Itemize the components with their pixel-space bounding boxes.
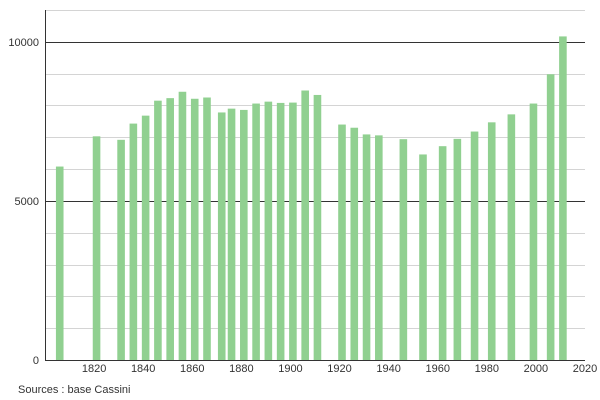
bar-1999 (529, 103, 538, 361)
y-tick-label-5000: 5000 (15, 196, 39, 208)
x-tick-label-2020: 2020 (573, 363, 597, 375)
bar-1856 (178, 91, 187, 361)
bar-1851 (166, 98, 174, 360)
bar-1936 (375, 135, 383, 360)
bar-1921 (338, 124, 346, 360)
bar-1806 (55, 166, 64, 360)
bar-1906 (301, 90, 309, 360)
x-tick-label-1820: 1820 (82, 363, 106, 375)
bar-layer (55, 36, 567, 361)
bar-1968 (453, 138, 462, 360)
bar-1861 (190, 98, 199, 361)
bar-1886 (252, 103, 260, 361)
bar-1891 (264, 101, 273, 360)
x-tick-label-1840: 1840 (131, 363, 155, 375)
x-tick-label-1880: 1880 (229, 363, 253, 375)
bar-1846 (154, 100, 162, 361)
x-tick-label-1980: 1980 (475, 363, 499, 375)
x-tick-label-1900: 1900 (278, 363, 302, 375)
bar-2011 (559, 36, 567, 360)
bar-1926 (350, 127, 359, 360)
source-label: Sources : base Cassini (18, 384, 131, 396)
y-tick-label-0: 0 (33, 355, 39, 367)
bar-1990 (507, 114, 516, 360)
y-tick-label-10000: 10000 (8, 37, 39, 49)
axis-layer (45, 10, 585, 361)
bar-1866 (203, 97, 211, 360)
bar-1876 (227, 108, 236, 360)
bar-1881 (240, 109, 248, 360)
bar-1872 (217, 112, 226, 360)
bar-1962 (438, 146, 447, 360)
bar-1896 (276, 102, 285, 360)
bar-1975 (470, 131, 479, 360)
x-tick-label-1860: 1860 (180, 363, 204, 375)
bar-1901 (289, 102, 297, 360)
bar-1931 (362, 134, 371, 360)
x-tick-label-1940: 1940 (376, 363, 400, 375)
x-tick-label-1960: 1960 (425, 363, 449, 375)
bar-2006 (546, 74, 555, 361)
bar-1821 (92, 136, 101, 360)
bar-1831 (117, 139, 125, 360)
label-layer: 0 5000 10000 1820 1840 1860 1880 1900 1920 1940 19… (8, 37, 597, 375)
x-tick-label-2000: 2000 (524, 363, 548, 375)
bar-1836 (129, 123, 138, 360)
bar-1911 (313, 94, 322, 360)
x-tick-label-1920: 1920 (327, 363, 351, 375)
bar-1841 (141, 115, 150, 360)
bar-1946 (399, 139, 408, 360)
bar-1982 (487, 122, 496, 360)
bar-1954 (419, 154, 427, 360)
